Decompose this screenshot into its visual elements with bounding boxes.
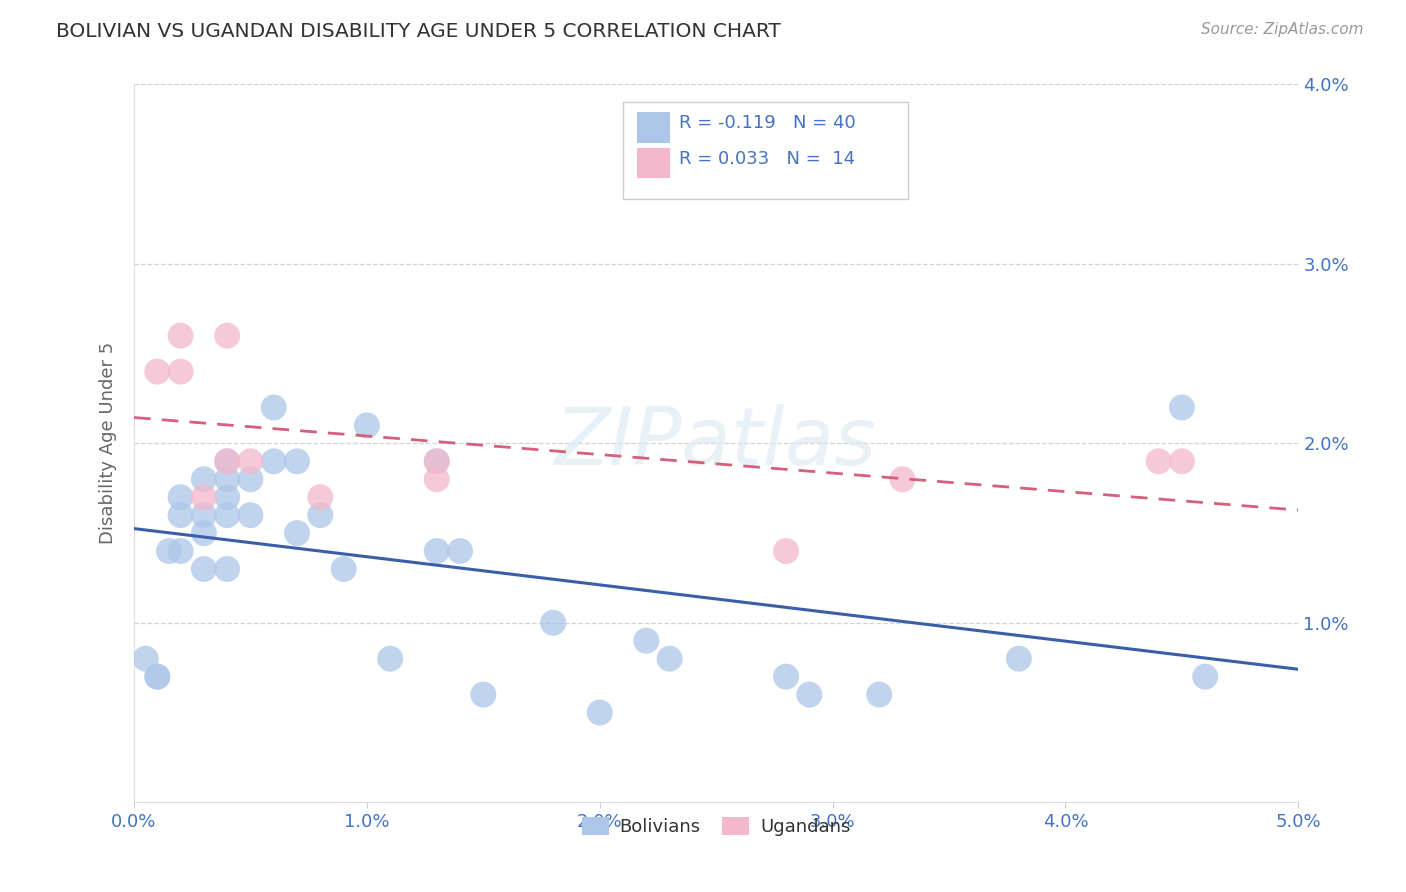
Point bbox=[1147, 454, 1170, 468]
Point bbox=[263, 454, 285, 468]
Point bbox=[146, 670, 169, 684]
Point bbox=[868, 688, 890, 702]
Point bbox=[775, 670, 797, 684]
Point bbox=[217, 454, 239, 468]
Point bbox=[217, 562, 239, 576]
Point bbox=[217, 472, 239, 486]
Point bbox=[169, 490, 191, 504]
Point bbox=[217, 328, 239, 343]
Point bbox=[799, 688, 821, 702]
Point bbox=[636, 633, 658, 648]
Point bbox=[263, 401, 285, 415]
Point bbox=[217, 454, 239, 468]
Point bbox=[169, 544, 191, 558]
Point bbox=[309, 508, 332, 523]
Point bbox=[217, 490, 239, 504]
Point bbox=[426, 544, 449, 558]
Point bbox=[193, 526, 215, 541]
Point bbox=[193, 562, 215, 576]
Point bbox=[541, 615, 564, 630]
Point bbox=[169, 508, 191, 523]
Point bbox=[193, 472, 215, 486]
Point bbox=[157, 544, 180, 558]
Text: R = -0.119   N = 40: R = -0.119 N = 40 bbox=[679, 114, 856, 132]
Point bbox=[1008, 651, 1031, 665]
Point bbox=[135, 651, 157, 665]
Point bbox=[285, 526, 308, 541]
Point bbox=[285, 454, 308, 468]
Text: BOLIVIAN VS UGANDAN DISABILITY AGE UNDER 5 CORRELATION CHART: BOLIVIAN VS UGANDAN DISABILITY AGE UNDER… bbox=[56, 22, 780, 41]
Point bbox=[426, 472, 449, 486]
Point bbox=[472, 688, 495, 702]
Point bbox=[449, 544, 471, 558]
Point bbox=[1194, 670, 1216, 684]
Point bbox=[891, 472, 914, 486]
Point bbox=[146, 670, 169, 684]
Point bbox=[309, 490, 332, 504]
Point bbox=[169, 365, 191, 379]
Point bbox=[193, 490, 215, 504]
Point bbox=[356, 418, 378, 433]
Point bbox=[239, 508, 262, 523]
Point bbox=[380, 651, 402, 665]
Text: Source: ZipAtlas.com: Source: ZipAtlas.com bbox=[1201, 22, 1364, 37]
Point bbox=[1171, 454, 1194, 468]
Point bbox=[332, 562, 354, 576]
Point bbox=[239, 472, 262, 486]
Text: R = 0.033   N =  14: R = 0.033 N = 14 bbox=[679, 150, 855, 168]
Point bbox=[217, 508, 239, 523]
Point bbox=[146, 365, 169, 379]
Point bbox=[193, 508, 215, 523]
Y-axis label: Disability Age Under 5: Disability Age Under 5 bbox=[100, 343, 117, 544]
Text: ZIPatlas: ZIPatlas bbox=[555, 404, 877, 483]
Point bbox=[658, 651, 681, 665]
Point bbox=[169, 328, 191, 343]
Point bbox=[775, 544, 797, 558]
Point bbox=[426, 454, 449, 468]
Point bbox=[1171, 401, 1194, 415]
Bar bbox=[637, 112, 669, 143]
FancyBboxPatch shape bbox=[623, 103, 908, 199]
Bar bbox=[637, 148, 669, 178]
Legend: Bolivians, Ugandans: Bolivians, Ugandans bbox=[575, 810, 858, 844]
Point bbox=[239, 454, 262, 468]
Point bbox=[589, 706, 612, 720]
Point bbox=[426, 454, 449, 468]
